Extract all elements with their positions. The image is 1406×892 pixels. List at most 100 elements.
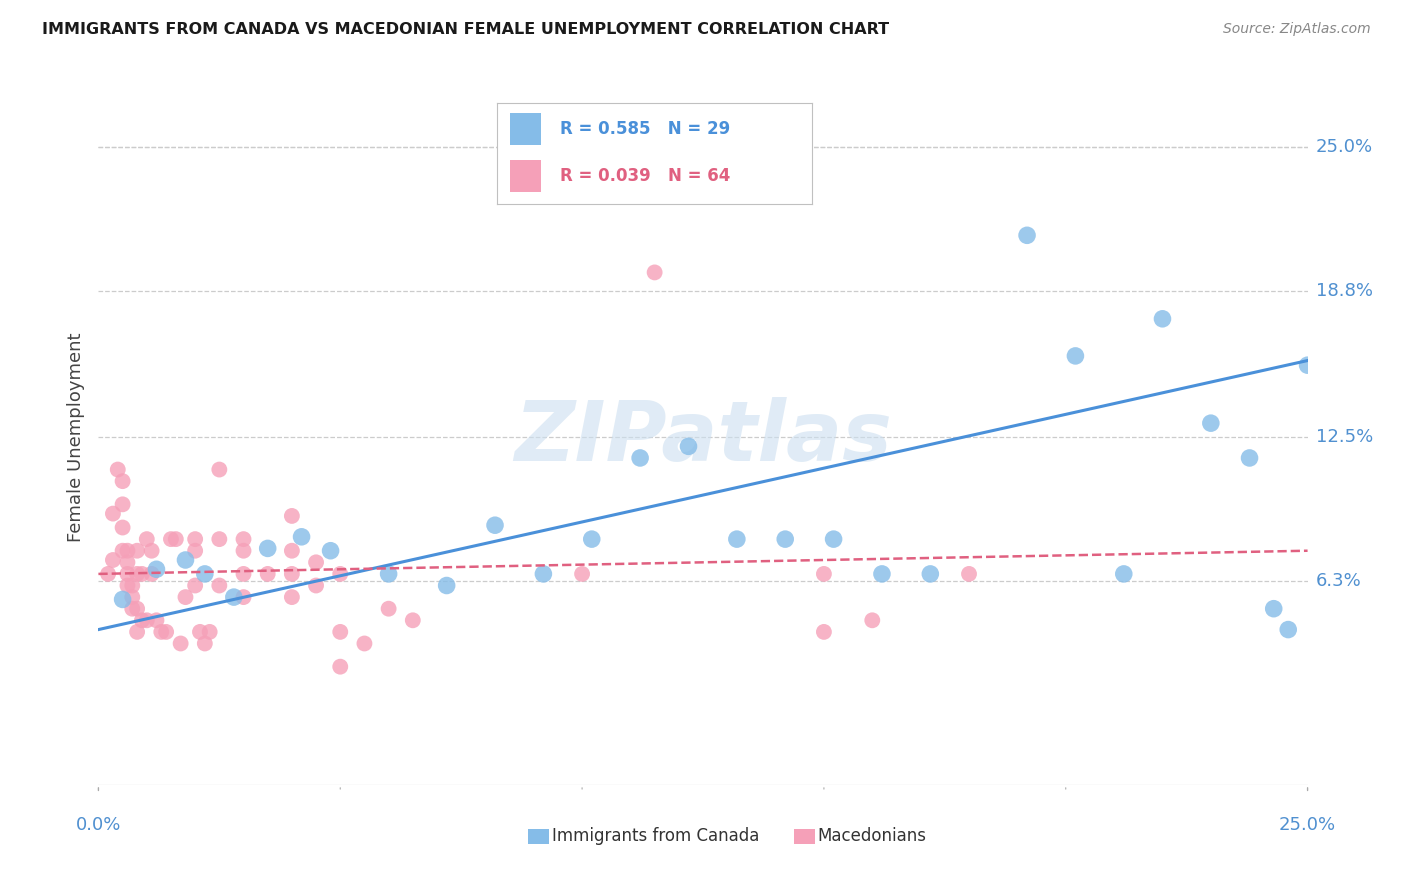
Point — [1296, 358, 1319, 372]
Point — [169, 636, 191, 650]
Point — [281, 543, 304, 558]
Text: 6.3%: 6.3% — [1316, 572, 1361, 590]
Point — [194, 566, 217, 581]
Point — [1263, 601, 1285, 615]
Point — [111, 497, 134, 511]
Point — [208, 462, 231, 476]
Point — [141, 566, 163, 581]
Point — [155, 624, 177, 639]
Point — [111, 474, 134, 488]
Point — [1277, 623, 1299, 637]
Point — [174, 553, 197, 567]
Point — [436, 578, 458, 592]
Text: Macedonians: Macedonians — [818, 828, 927, 846]
Point — [160, 532, 183, 546]
Point — [184, 543, 207, 558]
Point — [101, 553, 124, 567]
Point — [281, 566, 304, 581]
Text: IMMIGRANTS FROM CANADA VS MACEDONIAN FEMALE UNEMPLOYMENT CORRELATION CHART: IMMIGRANTS FROM CANADA VS MACEDONIAN FEM… — [42, 22, 890, 37]
Point — [188, 624, 211, 639]
Point — [135, 613, 157, 627]
Point — [121, 578, 143, 592]
Text: 12.5%: 12.5% — [1316, 428, 1374, 446]
Point — [870, 566, 893, 581]
Point — [127, 543, 149, 558]
Point — [208, 578, 231, 592]
Point — [198, 624, 221, 639]
Point — [290, 530, 312, 544]
Point — [222, 590, 245, 604]
Point — [329, 566, 352, 581]
Point — [773, 532, 796, 546]
Point — [1239, 450, 1261, 465]
Point — [1064, 349, 1087, 363]
Point — [725, 532, 748, 546]
Point — [319, 543, 342, 558]
Point — [145, 613, 167, 627]
Y-axis label: Female Unemployment: Female Unemployment — [66, 333, 84, 541]
Point — [957, 566, 980, 581]
Point — [145, 562, 167, 576]
Point — [1152, 311, 1174, 326]
Point — [305, 578, 328, 592]
Point — [135, 532, 157, 546]
Point — [571, 566, 593, 581]
Point — [131, 613, 153, 627]
Point — [184, 578, 207, 592]
Point — [581, 532, 603, 546]
Point — [121, 601, 143, 615]
Point — [813, 624, 835, 639]
Point — [256, 541, 278, 556]
Point — [305, 555, 328, 569]
Point — [531, 566, 554, 581]
Point — [628, 450, 651, 465]
Point — [353, 636, 375, 650]
Point — [131, 566, 153, 581]
Text: 0.0%: 0.0% — [76, 815, 121, 833]
Point — [127, 566, 149, 581]
Point — [644, 265, 666, 279]
Point — [1112, 566, 1135, 581]
Point — [232, 532, 254, 546]
Bar — [793, 829, 815, 844]
Point — [150, 624, 173, 639]
Point — [232, 590, 254, 604]
Point — [281, 590, 304, 604]
Point — [208, 532, 231, 546]
Text: Source: ZipAtlas.com: Source: ZipAtlas.com — [1223, 22, 1371, 37]
Point — [101, 507, 124, 521]
Point — [117, 566, 139, 581]
Point — [402, 613, 425, 627]
Text: ZIPatlas: ZIPatlas — [515, 397, 891, 477]
Point — [256, 566, 278, 581]
Point — [281, 508, 304, 523]
Point — [127, 601, 149, 615]
Point — [117, 543, 139, 558]
Point — [194, 636, 217, 650]
Point — [329, 624, 352, 639]
Text: Immigrants from Canada: Immigrants from Canada — [551, 828, 759, 846]
Point — [121, 590, 143, 604]
Point — [117, 555, 139, 569]
Point — [107, 462, 129, 476]
Point — [141, 543, 163, 558]
Text: 25.0%: 25.0% — [1279, 815, 1336, 833]
Point — [377, 566, 399, 581]
Point — [111, 520, 134, 534]
Point — [813, 566, 835, 581]
Point — [860, 613, 883, 627]
Point — [232, 566, 254, 581]
Point — [165, 532, 187, 546]
Point — [484, 518, 506, 533]
Point — [329, 659, 352, 673]
Point — [232, 543, 254, 558]
Point — [823, 532, 845, 546]
Point — [678, 439, 700, 453]
Point — [184, 532, 207, 546]
Point — [1015, 228, 1038, 243]
Point — [111, 592, 134, 607]
Point — [117, 578, 139, 592]
Text: 25.0%: 25.0% — [1316, 138, 1374, 156]
Point — [377, 601, 399, 615]
Point — [920, 566, 942, 581]
